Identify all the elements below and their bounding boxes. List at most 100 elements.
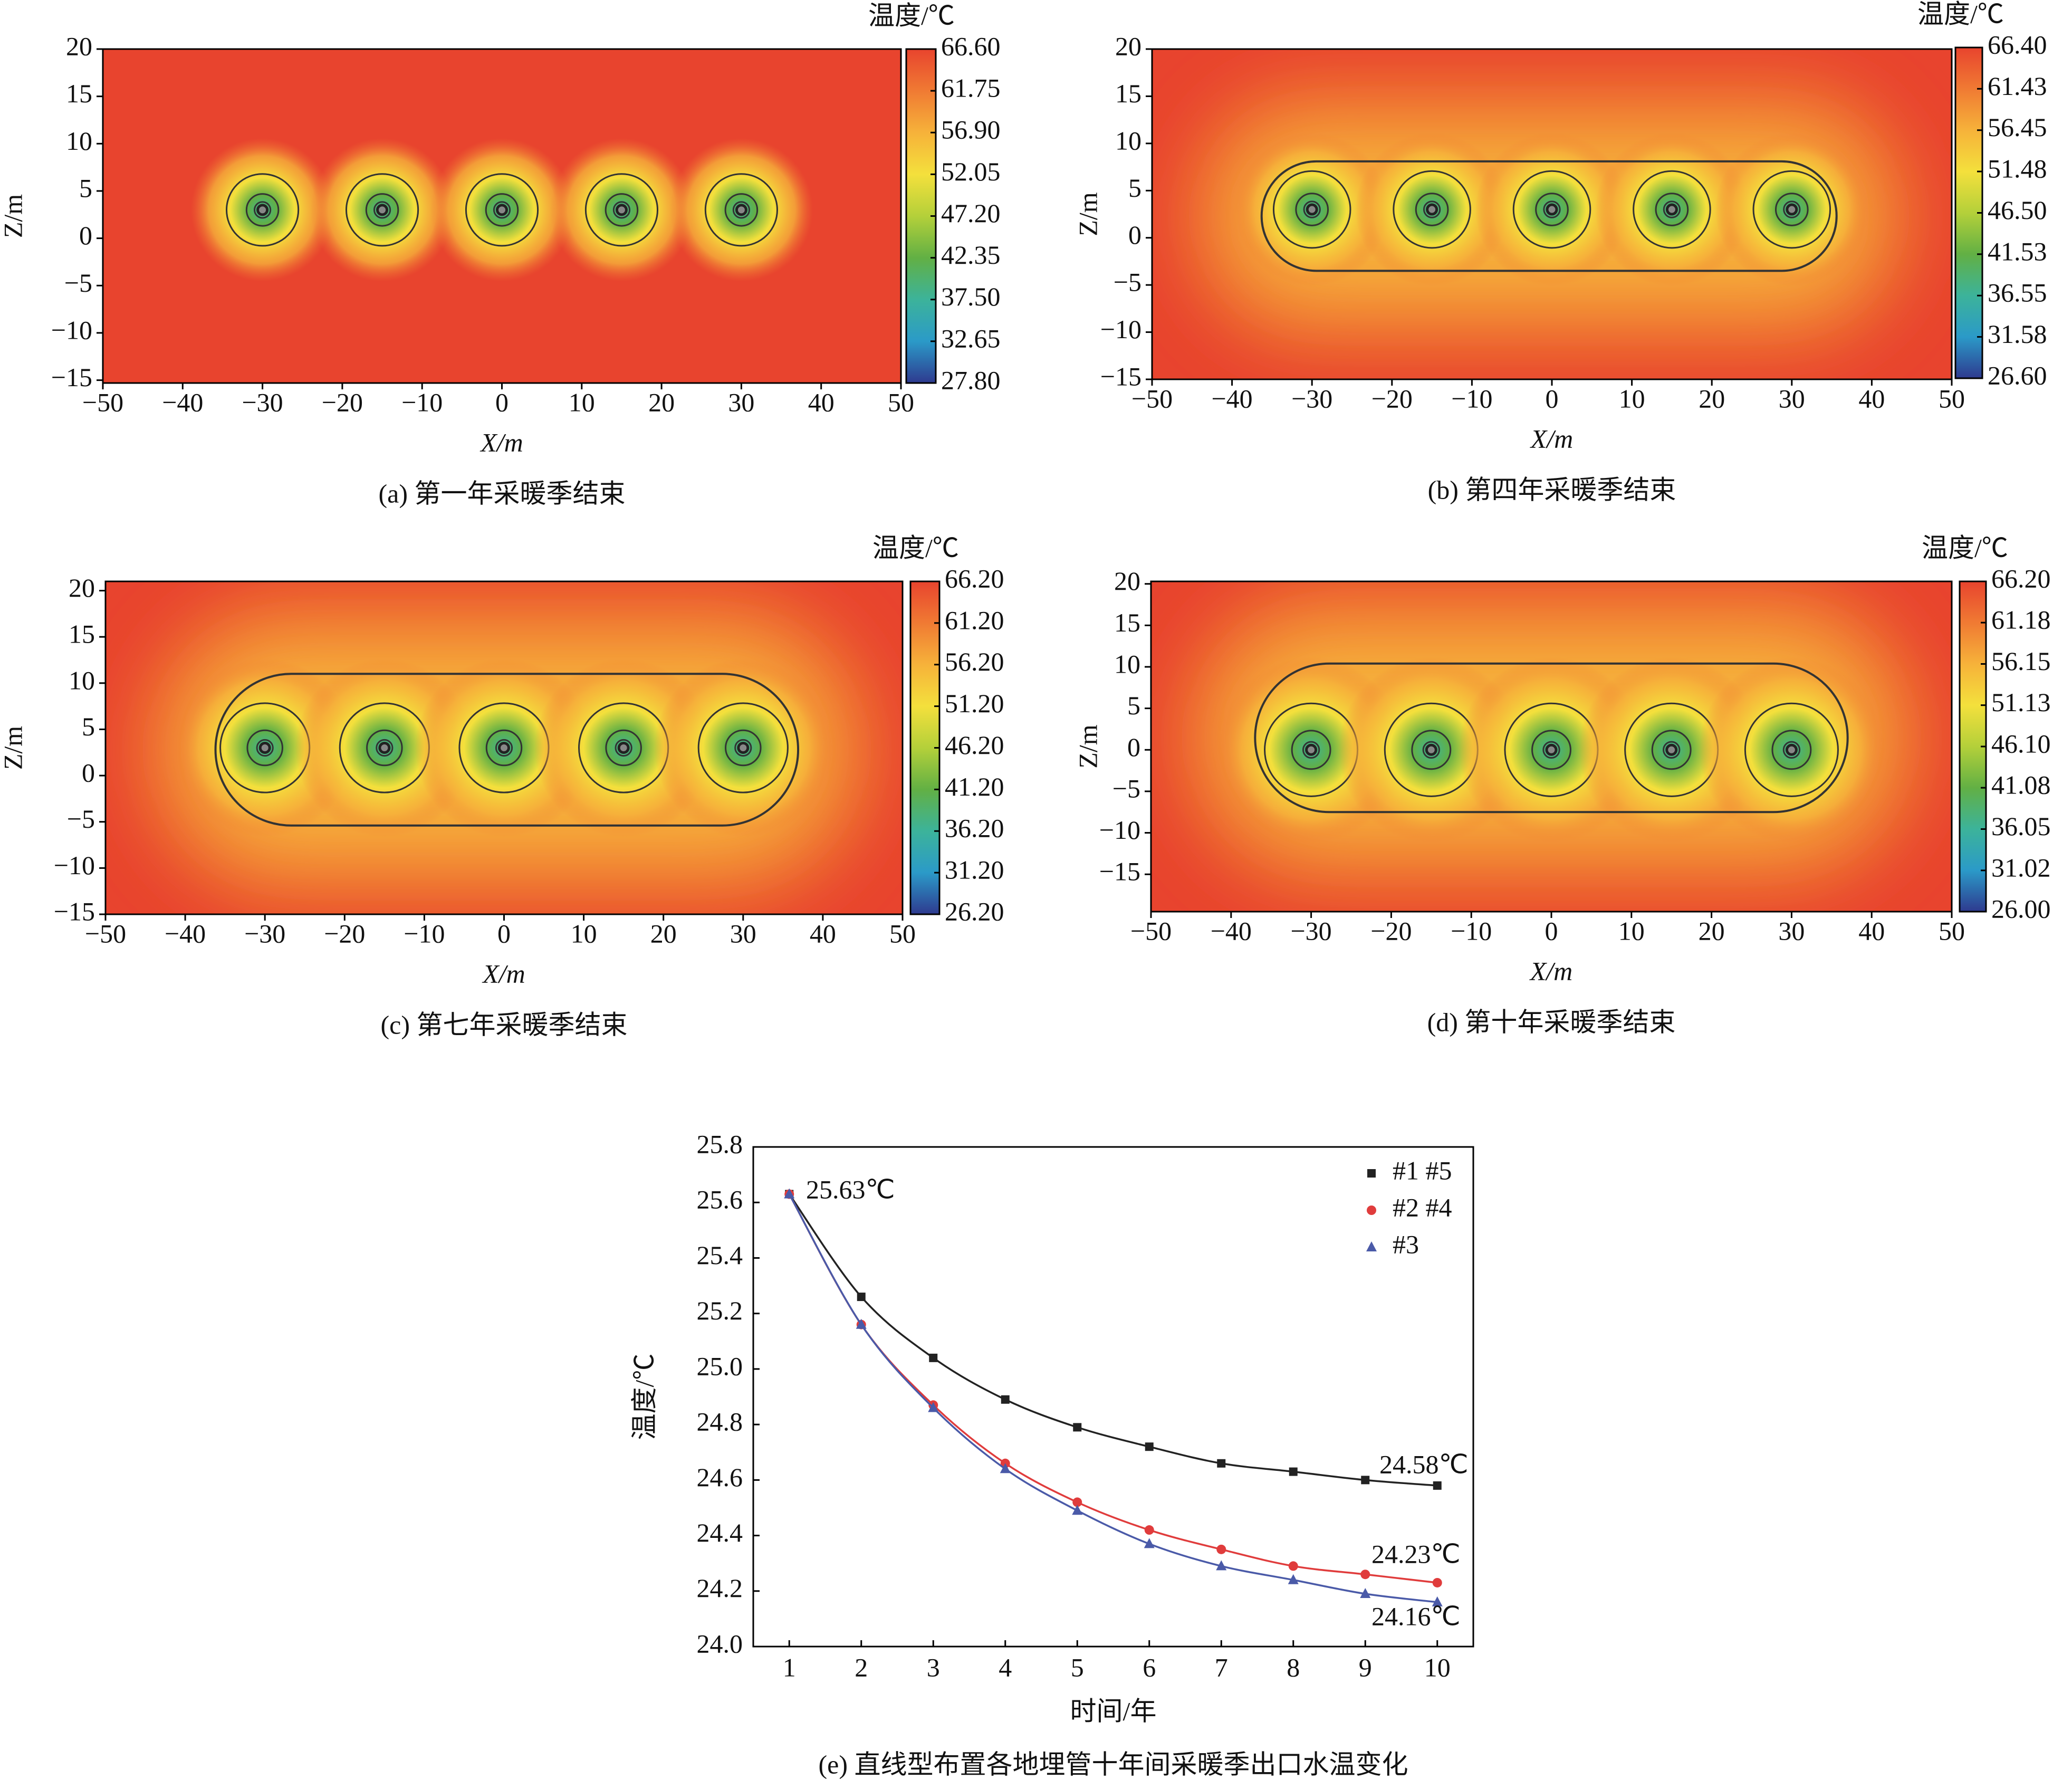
borehole bbox=[256, 204, 269, 216]
contour-ring bbox=[253, 201, 272, 219]
marker bbox=[1072, 1505, 1083, 1515]
x-tick-label: 40 bbox=[1858, 916, 1885, 945]
x-tick-label: 40 bbox=[1858, 384, 1885, 413]
marker bbox=[1288, 1561, 1298, 1571]
annotation: 24.16℃ bbox=[1371, 1601, 1461, 1631]
x-tick-label: −10 bbox=[401, 387, 443, 417]
contour-ring bbox=[226, 173, 300, 247]
x-tick-label: 0 bbox=[497, 919, 511, 948]
colorbar-tick-label: 51.48 bbox=[1988, 154, 2047, 184]
y-tick-label: 0 bbox=[1128, 220, 1141, 250]
x-axis-label: 时间/年 bbox=[1070, 1696, 1157, 1726]
contour-ring bbox=[584, 173, 659, 247]
y-tick-label: 5 bbox=[1127, 691, 1140, 720]
x-tick-label: 20 bbox=[648, 387, 675, 417]
x-axis-label: X/m bbox=[1529, 956, 1573, 986]
y-tick-label: −15 bbox=[54, 896, 95, 926]
marker bbox=[1432, 1596, 1443, 1606]
y-tick-label: −5 bbox=[1112, 773, 1140, 803]
x-tick-label: 10 bbox=[571, 919, 597, 948]
colorbar-tick-label: 51.13 bbox=[1991, 687, 2051, 717]
x-tick-label: 50 bbox=[889, 919, 916, 948]
colorbar-tick-label: 56.15 bbox=[1991, 646, 2051, 676]
contour-ring bbox=[1633, 170, 1711, 249]
y-tick-label: 24.2 bbox=[697, 1573, 743, 1603]
marker bbox=[1073, 1423, 1082, 1432]
colorbar-tick-label: 56.20 bbox=[945, 647, 1004, 676]
contour-ring bbox=[605, 193, 639, 227]
x-tick-label: 10 bbox=[1424, 1652, 1451, 1682]
x-tick-label: −20 bbox=[324, 919, 365, 948]
x-axis-label: X/m bbox=[479, 427, 523, 457]
y-tick-label: 10 bbox=[69, 665, 95, 695]
contour-ring bbox=[485, 193, 519, 227]
contour-ring bbox=[1272, 170, 1351, 249]
contour-ring bbox=[1422, 741, 1440, 759]
contour-ring bbox=[704, 173, 778, 247]
y-tick-label: 24.6 bbox=[697, 1462, 743, 1492]
contour-ring bbox=[1291, 730, 1331, 770]
annotation: 25.63℃ bbox=[806, 1174, 895, 1204]
colorbar-tick-label: 61.75 bbox=[941, 73, 1001, 103]
marker bbox=[1360, 1570, 1370, 1580]
colorbar-tick-label: 41.53 bbox=[1988, 236, 2047, 266]
borehole bbox=[258, 742, 271, 754]
colorbar-title: 温度/℃ bbox=[872, 533, 959, 562]
annotation: 24.58℃ bbox=[1379, 1449, 1469, 1479]
borehole bbox=[1545, 743, 1558, 756]
contour-ring bbox=[605, 729, 642, 767]
x-tick-label: −10 bbox=[1451, 384, 1492, 413]
contour-ring bbox=[366, 729, 403, 767]
caption: (d) 第十年采暖季结束 bbox=[1427, 1007, 1676, 1037]
y-tick-label: −15 bbox=[1099, 857, 1140, 886]
x-tick-label: 20 bbox=[650, 919, 677, 948]
colorbar-tick-label: 32.65 bbox=[941, 323, 1001, 353]
contour-ring bbox=[697, 702, 789, 793]
x-tick-label: 2 bbox=[855, 1652, 868, 1682]
y-tick-label: 25.4 bbox=[697, 1240, 743, 1270]
contour-envelope bbox=[214, 673, 800, 827]
x-tick-label: −40 bbox=[1211, 384, 1252, 413]
y-tick-label: −5 bbox=[1114, 267, 1141, 297]
series-line bbox=[788, 1193, 1437, 1584]
x-tick-label: −30 bbox=[1291, 384, 1332, 413]
annotation: 24.23℃ bbox=[1371, 1539, 1461, 1568]
field bbox=[1152, 49, 1952, 379]
x-tick-label: 10 bbox=[569, 387, 595, 417]
marker bbox=[1000, 1463, 1011, 1474]
borehole bbox=[496, 204, 508, 216]
y-tick-label: 0 bbox=[79, 221, 92, 250]
x-tick-label: −50 bbox=[1130, 916, 1172, 945]
contour-ring bbox=[246, 729, 283, 767]
y-tick-label: 15 bbox=[66, 79, 92, 108]
marker bbox=[1288, 1574, 1299, 1584]
y-tick-label: 24.4 bbox=[697, 1518, 743, 1547]
x-tick-label: 6 bbox=[1143, 1652, 1156, 1682]
y-tick-label: 25.2 bbox=[697, 1296, 743, 1325]
y-tick-label: 15 bbox=[69, 619, 95, 649]
x-tick-label: −50 bbox=[85, 919, 126, 948]
y-tick-label: 5 bbox=[1128, 173, 1141, 203]
borehole bbox=[737, 742, 750, 754]
contour-ring bbox=[1752, 170, 1831, 249]
marker bbox=[1216, 1560, 1227, 1571]
contour-ring bbox=[485, 729, 523, 767]
y-tick-label: −10 bbox=[1100, 314, 1141, 344]
x-tick-label: 30 bbox=[1778, 916, 1805, 945]
colorbar-tick-label: 27.80 bbox=[941, 365, 1001, 395]
colorbar-tick-label: 36.55 bbox=[1988, 278, 2047, 308]
x-tick-label: 50 bbox=[1939, 916, 1965, 945]
marker bbox=[1360, 1588, 1371, 1599]
x-tick-label: 10 bbox=[1618, 916, 1645, 945]
contour-ring bbox=[1543, 200, 1561, 218]
colorbar-tick-label: 61.43 bbox=[1988, 71, 2047, 101]
marker bbox=[857, 1293, 866, 1302]
caption: (e) 直线型布置各地埋管十年间采暖季出口水温变化 bbox=[819, 1749, 1408, 1779]
colorbar-tick-label: 66.20 bbox=[945, 563, 1004, 593]
colorbar-tick-label: 42.35 bbox=[941, 240, 1001, 270]
contour-ring bbox=[1663, 741, 1681, 759]
colorbar-title: 温度/℃ bbox=[868, 1, 955, 30]
y-tick-label: 10 bbox=[1114, 649, 1140, 678]
colorbar-tick-label: 51.20 bbox=[945, 688, 1004, 718]
